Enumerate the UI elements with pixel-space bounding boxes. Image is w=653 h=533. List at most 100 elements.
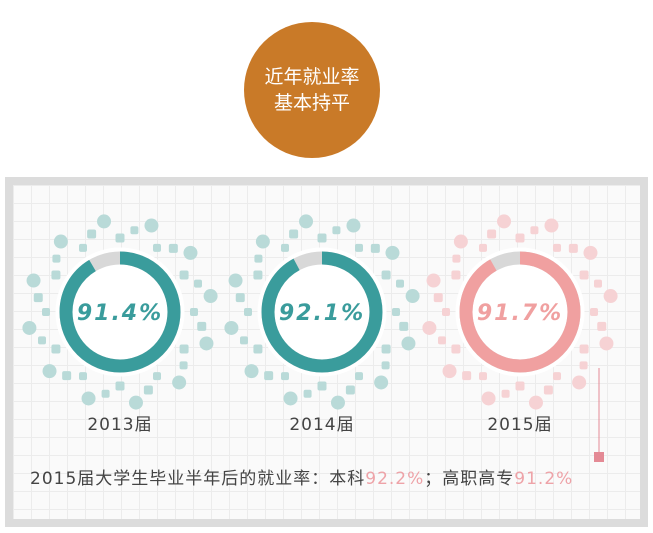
decor-dot [515,381,525,391]
donut-bg [455,247,585,377]
decor-dot [42,364,57,379]
decor-dot [599,336,614,351]
decor-dot [128,395,143,410]
decor-dot [479,372,487,381]
decor-dot [405,289,420,304]
decor-dot [168,243,178,253]
decor-dot [51,344,61,354]
decor-dot [253,270,263,280]
decor-dot [197,321,207,331]
title-badge: 近年就业率 基本持平 [244,22,380,158]
decor-dot [543,385,553,395]
decor-dot [79,243,87,252]
decor-dot [97,214,112,229]
decor-dot [203,289,218,304]
decor-dot [179,344,189,354]
year-label-2015: 2015届 [487,415,553,435]
decor-dot [255,234,270,249]
decor-dot [193,279,202,288]
decor-dot [299,214,314,229]
decor-dot [401,336,416,351]
decor-dot [501,389,510,398]
title-line-1: 近年就业率 [264,66,360,88]
decor-dot [303,389,312,398]
decor-dot [374,375,389,390]
decor-dot [26,273,41,288]
callout-marker [594,452,604,462]
note-vocational-value: 91.2% [514,469,574,489]
decor-dot [579,361,588,370]
decor-dot [283,391,298,406]
donut-value-label: 91.4% [77,301,163,326]
decor-dot [281,372,289,381]
donut-value-arc [59,251,181,373]
decor-dot [515,233,525,243]
decor-dot [81,391,96,406]
decor-dot [183,245,198,260]
decor-dot [253,344,263,354]
decor-dot [487,229,497,239]
decor-dot [572,375,587,390]
decor-dot [603,289,618,304]
year-label-2014: 2014届 [289,415,355,435]
decor-dot [355,372,363,381]
decor-dot [528,395,543,410]
decor-dot [115,381,125,391]
decor-dot [38,336,47,345]
decor-dot [62,371,72,381]
decor-dot [553,372,561,381]
decor-dot [452,254,461,263]
decor-dot [399,321,409,331]
decor-dot [172,375,187,390]
decor-dot [422,320,437,335]
decor-dot [115,233,125,243]
decor-dot [433,293,443,303]
decor-dot [101,389,110,398]
decor-dot [235,293,245,303]
decor-dot [244,308,252,316]
decor-dot [583,245,598,260]
decor-dot [143,385,153,395]
decor-dot [244,364,259,379]
decor-dot [144,218,159,233]
decor-dot [381,361,390,370]
decor-dot [597,321,607,331]
decor-dot [179,361,188,370]
decor-dot [544,218,559,233]
decor-dot [254,254,263,263]
decor-dot [53,234,68,249]
decor-dot [289,229,299,239]
decor-dot [355,243,363,252]
decor-dot [153,372,161,381]
decor-dot [497,214,512,229]
decor-dot [442,308,450,316]
donut-bg [55,247,185,377]
decor-dot [381,270,391,280]
decor-dot [199,336,214,351]
decor-dot [228,273,243,288]
decor-dot [240,336,249,345]
donut-value-label: 92.1% [279,301,365,326]
decor-dot [370,243,380,253]
decor-dot [33,293,43,303]
decor-dot [451,270,461,280]
decor-dot [130,226,139,235]
decor-dot [553,243,561,252]
decor-dot [590,308,598,316]
donut-value-label: 91.7% [477,301,563,326]
decor-dot [479,243,487,252]
decor-dot [593,279,602,288]
decor-dot [224,320,239,335]
note-undergrad-value: 92.2% [365,469,425,489]
decor-dot [568,243,578,253]
decor-dot [579,344,589,354]
donut-bg [257,247,387,377]
decor-dot [79,372,87,381]
decor-dot [530,226,539,235]
decor-dot [426,273,441,288]
decor-dot [381,344,391,354]
decor-dot [52,254,61,263]
decor-dot [317,381,327,391]
decor-dot [330,395,345,410]
